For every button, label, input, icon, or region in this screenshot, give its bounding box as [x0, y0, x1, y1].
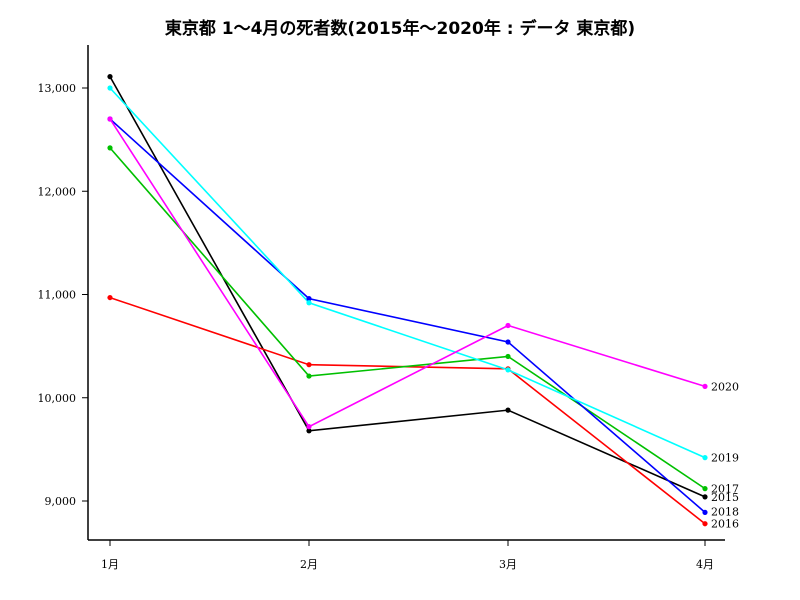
x-tick-label: 4月	[696, 558, 714, 571]
y-tick-label: 13,000	[38, 82, 77, 95]
data-point-2015	[306, 428, 312, 434]
series-labels: 2015 2016 2017 2018 2019 2020	[711, 380, 739, 530]
y-tick-label: 12,000	[38, 185, 77, 198]
data-point-2018	[306, 296, 312, 302]
series-label-2016: 2016	[711, 518, 739, 531]
data-point-2019	[702, 455, 708, 461]
data-point-2017	[107, 145, 113, 151]
series-points	[107, 74, 708, 527]
series-label-2018: 2018	[711, 505, 739, 518]
y-tick-label: 11,000	[38, 289, 77, 302]
data-point-2016	[702, 521, 708, 527]
data-point-2020	[702, 383, 708, 389]
data-point-2017	[505, 353, 511, 360]
data-point-2019	[505, 367, 511, 373]
data-point-2018	[505, 339, 511, 345]
series-lines	[109, 76, 706, 525]
data-point-2016	[107, 294, 113, 301]
chart-title: 東京都 1〜4月の死者数(2015年〜2020年 : データ 東京都)	[164, 19, 636, 39]
series-line-2016	[109, 296, 706, 525]
data-point-2015	[505, 407, 511, 413]
series-line-2018	[109, 118, 706, 513]
series-line-2020	[109, 118, 706, 428]
series-label-2017: 2017	[711, 483, 739, 496]
y-tick-label: 9,000	[45, 495, 77, 508]
y-tick-label: 10,000	[38, 392, 77, 405]
x-tick-label: 2月	[300, 558, 318, 571]
data-point-2015	[107, 74, 113, 80]
series-label-2020: 2020	[711, 380, 739, 393]
data-point-2017	[702, 486, 708, 492]
series-line-2015	[109, 76, 706, 498]
series-label-2015: 2015	[711, 491, 739, 504]
data-point-2018	[702, 509, 708, 515]
data-point-2020	[107, 116, 113, 122]
series-label-2019: 2019	[711, 452, 739, 465]
data-point-2020	[306, 424, 312, 430]
data-point-2019	[107, 85, 113, 91]
data-point-2016	[306, 362, 312, 368]
data-point-2017	[306, 373, 312, 379]
x-tick-label: 3月	[499, 558, 517, 571]
x-tick-label: 1月	[101, 558, 119, 571]
data-point-2015	[702, 494, 708, 500]
series-line-2017	[109, 147, 706, 490]
axes: 9,000 10,000 11,000 12,000 13,000 1月 2月 3月 4月	[38, 45, 725, 571]
data-point-2019	[306, 300, 312, 306]
series-line-2019	[109, 87, 706, 459]
data-point-2020	[505, 322, 511, 329]
